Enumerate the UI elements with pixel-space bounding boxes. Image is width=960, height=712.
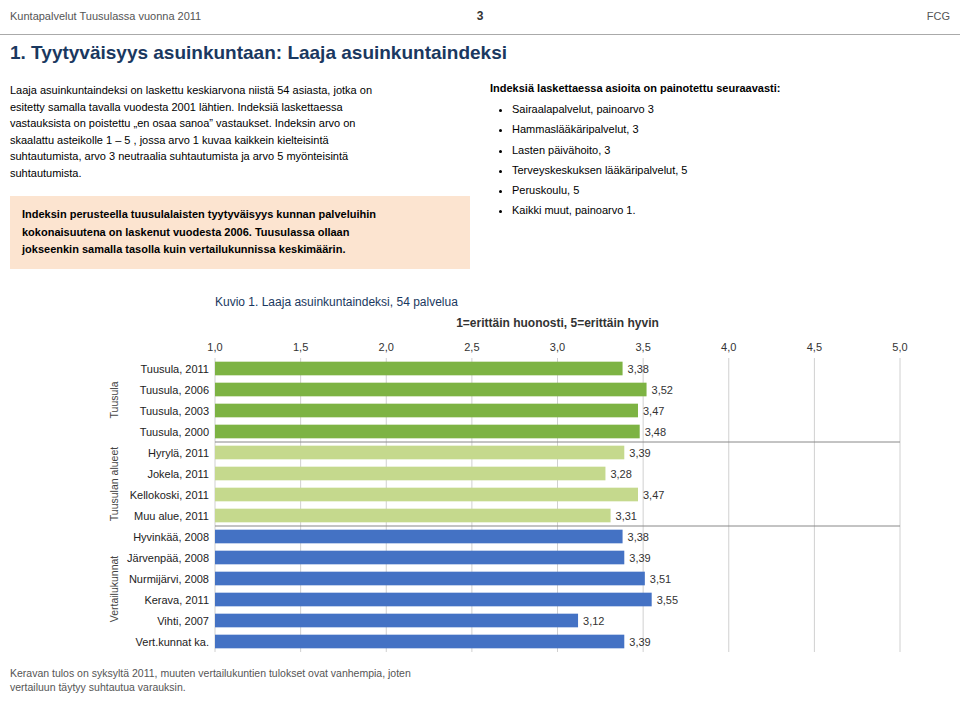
- group-separator: [215, 526, 900, 527]
- bullet: Terveyskeskuksen lääkäripalvelut, 5: [512, 163, 950, 177]
- bar: [215, 530, 623, 544]
- grid-line: [386, 358, 387, 652]
- data-label: 3,47: [643, 405, 664, 417]
- bar: [215, 383, 647, 397]
- data-label: 3,38: [628, 363, 649, 375]
- bullet: Peruskoulu, 5: [512, 183, 950, 197]
- main-title: 1. Tyytyväisyys asuinkuntaan: Laaja asui…: [10, 42, 507, 64]
- body-text: Laaja asuinkuntaindeksi on laskettu kesk…: [10, 82, 465, 181]
- tick-label: 4,5: [807, 341, 822, 353]
- bar: [215, 635, 624, 649]
- category-label: Järvenpää, 2008: [127, 552, 209, 564]
- bar: [215, 425, 640, 439]
- footnote: Keravan tulos on syksyltä 2011, muuten v…: [10, 666, 950, 694]
- bar: [215, 404, 638, 418]
- category-label: Kellokoski, 2011: [130, 489, 209, 501]
- bullet-list: Sairaalapalvelut, painoarvo 3 Hammaslääkä…: [490, 102, 950, 218]
- bar: [215, 593, 652, 607]
- data-label: 3,39: [629, 552, 650, 564]
- category-label: Tuusula, 2003: [140, 405, 209, 417]
- grid-line: [300, 358, 301, 652]
- data-label: 3,39: [629, 636, 650, 648]
- category-label: Tuusula, 2006: [140, 384, 209, 396]
- category-label: Vihti, 2007: [157, 615, 209, 627]
- highlight-box: Indeksin perusteella tuusulalaisten tyyt…: [10, 196, 470, 269]
- category-label: Muu alue, 2011: [134, 510, 209, 522]
- grid-line: [557, 358, 558, 652]
- category-label: Tuusula, 2000: [140, 426, 209, 438]
- bullet: Kaikki muut, painoarvo 1.: [512, 203, 950, 217]
- group-label: Tuusula: [108, 381, 120, 418]
- data-label: 3,47: [643, 489, 664, 501]
- category-label: Jokela, 2011: [147, 468, 209, 480]
- tick-label: 5,0: [892, 341, 907, 353]
- data-label: 3,12: [583, 615, 604, 627]
- bar: [215, 362, 623, 376]
- group-separator: [215, 442, 900, 443]
- grid-line: [215, 358, 216, 652]
- category-label: Kerava, 2011: [144, 594, 209, 606]
- bar: [215, 488, 638, 502]
- data-label: 3,48: [645, 426, 666, 438]
- tick-label: 2,0: [379, 341, 394, 353]
- header-label: FCG: [927, 10, 950, 22]
- category-label: Vert.kunnat ka.: [136, 636, 209, 648]
- bars: [215, 362, 652, 649]
- bar: [215, 551, 624, 565]
- grid-line: [900, 358, 901, 652]
- bullet: Sairaalapalvelut, painoarvo 3: [512, 102, 950, 116]
- chart-title: Kuvio 1. Laaja asuinkuntaindeksi, 54 pal…: [215, 295, 458, 309]
- grid: [215, 358, 900, 652]
- category-label: Hyvinkää, 2008: [133, 531, 209, 543]
- header-text: Kuntapalvelut Tuusulassa vuonna 2011: [10, 10, 201, 22]
- bar: [215, 572, 645, 586]
- tick-label: 2,5: [464, 341, 479, 353]
- category-label: Tuusula, 2011: [141, 363, 210, 375]
- bullet: Hammaslääkäripalvelut, 3: [512, 122, 950, 136]
- data-label: 3,55: [657, 594, 678, 606]
- category-label: Hyrylä, 2011: [148, 447, 209, 459]
- data-label: 3,51: [650, 573, 671, 585]
- grid-line: [471, 358, 472, 652]
- bullet-column: Indeksiä laskettaessa asioita on painote…: [490, 82, 950, 224]
- page: {"chart_data": {"type": "bar", "orientat…: [0, 0, 960, 712]
- grid-line: [728, 358, 729, 652]
- data-label: 3,39: [629, 447, 650, 459]
- bar: [215, 446, 624, 460]
- bullet: Lasten päivähoito, 3: [512, 143, 950, 157]
- bullet-header: Indeksiä laskettaessa asioita on painote…: [490, 82, 950, 94]
- grid-line: [814, 358, 815, 652]
- bar: [215, 509, 611, 523]
- data-label: 3,31: [616, 510, 637, 522]
- tick-label: 1,5: [293, 341, 308, 353]
- data-label: 3,28: [610, 468, 631, 480]
- tick-label: 4,0: [721, 341, 736, 353]
- data-label: 3,52: [652, 384, 673, 396]
- tick-label: 1,0: [207, 341, 222, 353]
- bar: [215, 614, 578, 628]
- bar: [215, 467, 605, 481]
- tick-label: 3,5: [635, 341, 650, 353]
- group-label: Tuusulan alueet: [108, 447, 120, 521]
- chart: Kuvio 1. Laaja asuinkuntaindeksi, 54 pal…: [0, 0, 960, 712]
- group-label: Vertailukunnat: [108, 556, 120, 623]
- grid-line: [643, 358, 644, 652]
- page-number: 3: [0, 9, 960, 23]
- category-label: Nurmijärvi, 2008: [129, 573, 209, 585]
- chart-subtitle: 1=erittäin huonosti, 5=erittäin hyvin: [456, 316, 659, 330]
- data-label: 3,38: [628, 531, 649, 543]
- tick-label: 3,0: [550, 341, 565, 353]
